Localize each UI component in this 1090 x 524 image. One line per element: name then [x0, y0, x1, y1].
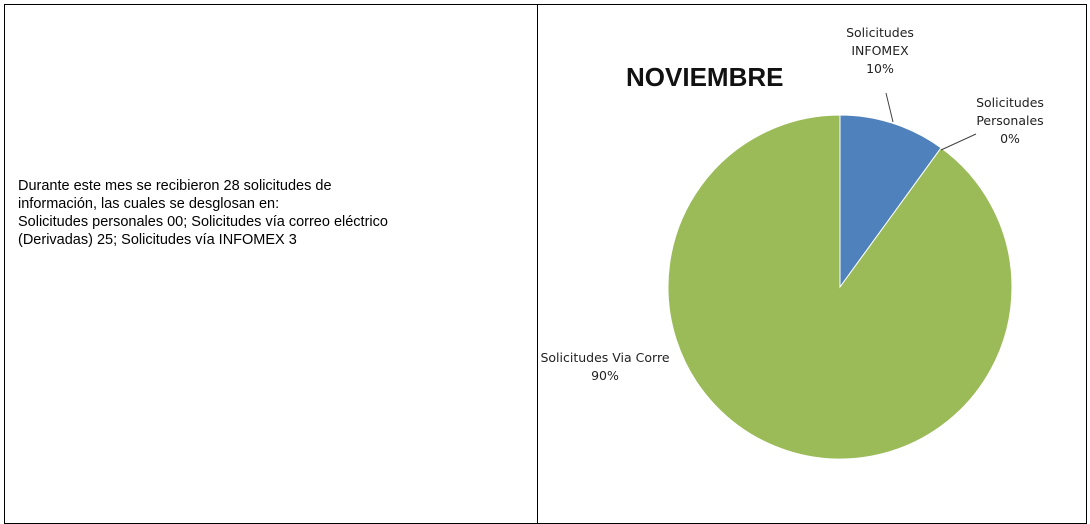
chart-title: NOVIEMBRE: [626, 62, 784, 92]
text-line: Durante este mes se recibieron 28 solici…: [18, 178, 332, 194]
category-label: Solicitudes Personales: [976, 95, 1044, 128]
slice-label: Solicitudes Via Corre 90%: [540, 349, 670, 385]
value-label: 10%: [866, 61, 894, 76]
text-line: información, las cuales se desglosan en:: [18, 196, 280, 212]
value-label: 90%: [591, 368, 619, 383]
text-line: (Derivadas) 25; Solicitudes vía INFOMEX …: [18, 232, 297, 248]
leader-line: [885, 92, 894, 123]
slice-label: Solicitudes Personales 0%: [950, 94, 1070, 148]
pie-slice: [667, 114, 1013, 460]
text-line: Solicitudes personales 00; Solicitudes v…: [18, 214, 388, 230]
slice-label: Solicitudes INFOMEX 10%: [820, 24, 940, 78]
category-label: Solicitudes Via Corre: [540, 350, 670, 365]
category-label: Solicitudes INFOMEX: [846, 25, 914, 58]
pie-slice: [839, 114, 942, 289]
leader-line: [940, 133, 977, 151]
value-label: 0%: [1000, 131, 1020, 146]
description: Durante este mes se recibieron 28 solici…: [18, 177, 388, 249]
